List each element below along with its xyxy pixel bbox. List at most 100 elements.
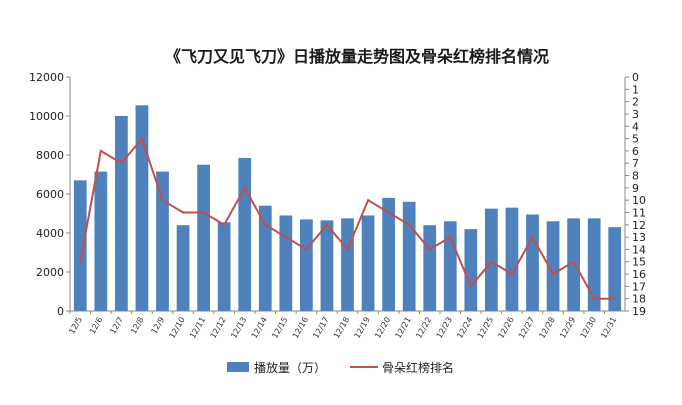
y-right-tick-label: 13 <box>632 231 646 244</box>
bar <box>197 164 210 311</box>
bar <box>279 215 293 311</box>
rank-point <box>99 149 103 153</box>
y-right-tick-label: 17 <box>632 280 646 293</box>
y-right-tick-label: 1 <box>632 83 639 96</box>
y-right-tick-label: 18 <box>632 293 646 306</box>
x-tick-label: 12/6 <box>88 316 105 336</box>
rank-point <box>79 260 82 263</box>
rank-point <box>243 186 246 190</box>
legend-label-views: 播放量（万） <box>254 360 326 375</box>
y-right-tick-label: 2 <box>632 96 639 109</box>
y-left-tick-label: 10000 <box>29 110 64 123</box>
y-right-tick-label: 0 <box>632 71 639 84</box>
bar <box>320 220 334 311</box>
bar <box>567 218 580 311</box>
bar <box>73 180 87 311</box>
rank-point <box>366 198 370 202</box>
x-tick-label: 12/16 <box>291 316 310 340</box>
rank-point <box>325 223 329 226</box>
rank-point <box>613 297 616 300</box>
legend: 播放量（万） 骨朵红榜排名 <box>227 360 454 375</box>
x-tick-label: 12/21 <box>394 316 413 340</box>
rank-point <box>531 235 534 239</box>
bar <box>587 218 601 311</box>
bar <box>135 105 149 312</box>
y-right-tick-label: 14 <box>632 243 646 256</box>
rank-point <box>264 223 267 226</box>
x-tick-label: 12/29 <box>558 316 577 340</box>
rank-point <box>407 223 411 226</box>
bar <box>258 205 272 311</box>
x-tick-label: 12/23 <box>435 316 454 340</box>
rank-point <box>469 285 473 288</box>
bar <box>217 222 231 311</box>
x-tick-label: 12/7 <box>108 316 125 336</box>
y-right-tick-label: 16 <box>632 268 646 281</box>
y-right-tick-label: 4 <box>632 120 639 133</box>
x-tick-label: 12/20 <box>373 316 392 340</box>
bar <box>115 116 128 311</box>
rank-point <box>222 223 226 226</box>
x-tick-label: 12/15 <box>270 316 289 340</box>
x-tick-label: 12/22 <box>414 316 433 340</box>
y-right-tick-label: 15 <box>632 256 646 269</box>
bar <box>341 218 354 311</box>
x-tick-label: 12/5 <box>67 316 84 336</box>
rank-point <box>592 297 596 300</box>
rank-point <box>202 211 205 214</box>
x-tick-label: 12/30 <box>579 316 598 340</box>
bar <box>423 225 437 311</box>
rank-point <box>284 235 288 239</box>
rank-point <box>305 248 308 251</box>
bar <box>361 215 375 311</box>
bar <box>176 225 190 311</box>
chart-title: 《飞刀又见飞刀》日播放量走势图及骨朵红榜排名情况 <box>165 47 549 66</box>
x-tick-label: 12/19 <box>352 316 371 340</box>
x-tick-label: 12/8 <box>129 316 146 336</box>
y-right-tick-label: 19 <box>632 305 646 318</box>
y-right-tick-label: 9 <box>632 182 639 195</box>
y-left-tick-label: 6000 <box>36 188 64 201</box>
rank-point <box>161 198 164 202</box>
bar <box>443 221 457 311</box>
rank-point <box>551 272 555 276</box>
y-left-tick-label: 8000 <box>36 149 64 162</box>
bar <box>505 207 519 311</box>
bar <box>485 208 498 311</box>
rank-point <box>510 272 514 276</box>
bar <box>382 197 395 311</box>
x-tick-label: 12/28 <box>537 316 556 340</box>
bar <box>156 171 169 311</box>
x-tick-label: 12/13 <box>229 316 248 340</box>
bar <box>238 157 252 311</box>
x-tick-label: 12/17 <box>311 316 330 340</box>
y-right-tick-label: 7 <box>632 157 639 170</box>
rank-point <box>449 235 452 239</box>
bar <box>94 171 108 311</box>
x-tick-label: 12/24 <box>455 316 474 340</box>
bar <box>464 229 478 311</box>
bar <box>402 201 416 311</box>
legend-label-rank: 骨朵红榜排名 <box>382 360 454 375</box>
y-right-tick-label: 12 <box>632 219 646 232</box>
x-tick-label: 12/31 <box>599 316 618 340</box>
rank-point <box>387 211 390 214</box>
rank-point <box>428 248 431 251</box>
rank-point <box>572 260 575 263</box>
bar <box>546 221 560 311</box>
x-tick-label: 12/11 <box>188 316 207 340</box>
x-tick-label: 12/12 <box>209 316 228 340</box>
x-tick-label: 12/9 <box>149 316 166 336</box>
rank-point <box>181 211 185 214</box>
rank-point <box>120 162 123 165</box>
y-left-tick-label: 2000 <box>36 266 64 279</box>
x-tick-label: 12/10 <box>167 316 186 340</box>
bar <box>608 227 622 311</box>
y-right-tick-label: 11 <box>632 206 646 219</box>
rank-point <box>490 260 493 263</box>
y-left-tick-label: 12000 <box>29 71 64 84</box>
rank-point <box>140 137 144 140</box>
y-right-tick-label: 5 <box>632 133 639 146</box>
rank-point <box>346 248 349 251</box>
